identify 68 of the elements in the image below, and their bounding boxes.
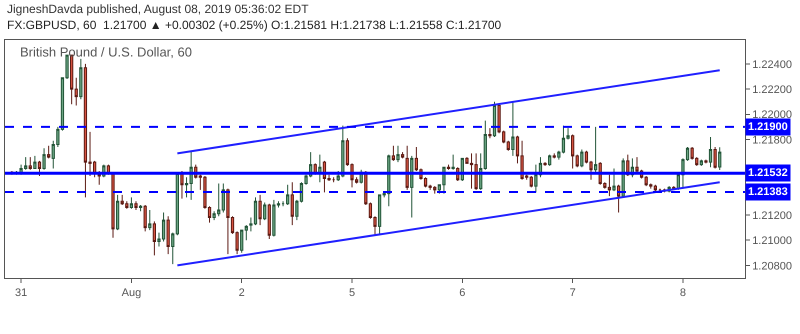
candlestick <box>281 200 285 207</box>
candlestick <box>704 159 708 164</box>
candlestick <box>718 146 722 170</box>
candlestick <box>548 154 552 166</box>
x-tick-label: 2 <box>238 287 245 300</box>
candlestick <box>79 58 82 100</box>
candlestick <box>258 194 262 226</box>
ref-line-label: 1.21900 <box>748 121 788 133</box>
candlestick <box>47 145 50 159</box>
candlestick <box>134 200 138 210</box>
candlestick <box>446 164 450 170</box>
candlestick <box>226 188 230 255</box>
ref-line-label: 1.21532 <box>748 167 788 179</box>
x-tick-label: 5 <box>348 287 356 300</box>
candlestick <box>392 145 396 162</box>
candlestick <box>290 182 294 226</box>
candlestick <box>470 152 474 190</box>
x-tick-label: 8 <box>680 287 686 300</box>
y-tick-label: 1.21800 <box>752 134 792 146</box>
chart-subtitle: FX:GBPUSD, 60 1.21700 ▲ +0.00302 (+0.25%) O:1.21581 H:1.21738 L:1.21558 C:1.21700 <box>7 18 502 32</box>
candlestick <box>396 145 400 163</box>
candlestick <box>594 126 598 173</box>
candlestick <box>152 220 156 256</box>
candlestick <box>552 152 556 159</box>
x-tick-label: 6 <box>459 287 466 300</box>
y-tick-label: 1.22200 <box>752 84 792 96</box>
candlestick <box>400 152 404 159</box>
candlestick <box>452 154 455 170</box>
candlestick <box>272 199 276 237</box>
chart-title: British Pound / U.S. Dollar, 60 <box>20 44 192 60</box>
candlestick <box>714 146 717 169</box>
x-tick-label: 7 <box>570 287 576 300</box>
candlestick <box>511 101 515 156</box>
candlestick <box>144 204 147 232</box>
candlestick <box>708 136 712 168</box>
candlestick <box>166 216 170 255</box>
candlestick <box>98 170 101 186</box>
candlestick <box>268 203 271 240</box>
candlestick <box>138 204 142 212</box>
candlestick <box>700 159 703 166</box>
x-tick-label: Aug <box>122 287 142 300</box>
candlestick <box>580 149 584 168</box>
x-tick-label: 31 <box>14 287 28 300</box>
candlestick <box>332 176 336 183</box>
candlestick <box>130 196 134 210</box>
candlestick <box>38 160 42 176</box>
candlestick <box>148 210 152 231</box>
candlestick <box>84 63 88 198</box>
y-tick-label: 1.20800 <box>752 260 792 272</box>
y-tick-label: 1.21000 <box>752 235 792 248</box>
candlestick <box>263 202 266 221</box>
candlestick <box>111 172 115 238</box>
y-tick-label: 1.21200 <box>752 210 792 222</box>
ref-line-label: 1.21383 <box>748 186 788 198</box>
candlestick <box>286 184 290 206</box>
text: JigneshDavda published, August 08, 2019 05:36:02 EDT <box>7 2 310 16</box>
y-tick-label: 1.22400 <box>752 58 792 71</box>
candlestick <box>180 170 184 200</box>
candlestick <box>612 168 616 192</box>
candlestick <box>33 155 36 169</box>
candlestick <box>42 148 46 170</box>
candlestick <box>28 156 32 170</box>
candlestick <box>116 194 120 231</box>
candlestick <box>488 128 492 139</box>
y-tick-label: 1.22000 <box>752 109 792 122</box>
candlestick <box>543 162 547 166</box>
candlestick <box>406 145 409 190</box>
candlestick <box>410 155 414 218</box>
